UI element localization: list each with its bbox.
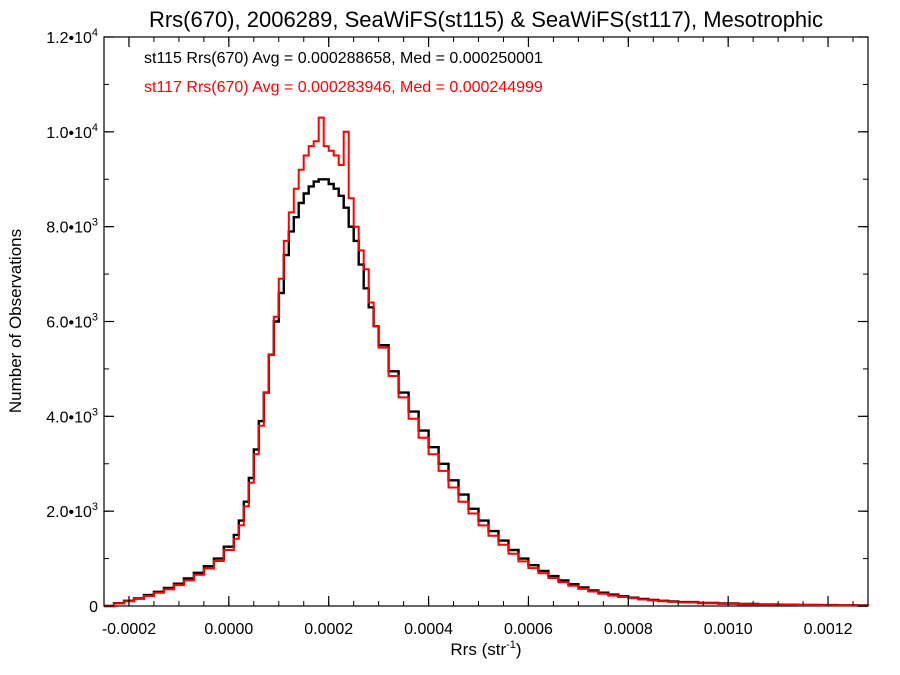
- y-tick-label-4: 8.0•103: [46, 217, 98, 237]
- y-tick-mantissa-0: 0: [89, 599, 98, 616]
- y-tick-mantissa-1: 2.0•10: [46, 504, 92, 521]
- y-tick-mantissa-5: 1.0•10: [46, 125, 92, 142]
- y-tick-mantissa-6: 1.2•10: [46, 30, 92, 47]
- annotation-0: st115 Rrs(670) Avg = 0.000288658, Med = …: [144, 50, 543, 67]
- y-tick-exponent-4: 3: [92, 217, 98, 229]
- x-tick-label-0: -0.0002: [102, 621, 156, 638]
- chart-title: Rrs(670), 2006289, SeaWiFS(st115) & SeaW…: [149, 7, 823, 32]
- y-axis-ticks: 02.0•1034.0•1036.0•1038.0•1031.0•1041.2•…: [46, 27, 868, 616]
- series-layer: [104, 116, 870, 608]
- x-tick-label-1: 0.0000: [204, 621, 253, 638]
- y-tick-mantissa-3: 6.0•10: [46, 315, 92, 332]
- plot-area: -0.0002 0.0000 0.0002 0.0004 0.0006 0.0008 0.0…: [46, 27, 870, 638]
- y-tick-exponent-3: 3: [92, 312, 98, 324]
- y-tick-label-3: 6.0•103: [46, 312, 98, 332]
- y-tick-label-2: 4.0•103: [46, 406, 98, 426]
- x-axis-label-main: Rrs (str: [450, 640, 506, 659]
- y-tick-exponent-6: 4: [92, 27, 98, 39]
- x-tick-label-7: 0.0012: [804, 621, 853, 638]
- y-tick-label-5: 1.0•104: [46, 122, 98, 142]
- x-tick-label-3: 0.0004: [404, 621, 453, 638]
- y-tick-exponent-5: 4: [92, 122, 98, 134]
- annotation-1: st117 Rrs(670) Avg = 0.000283946, Med = …: [144, 79, 543, 96]
- legend-annotations: st115 Rrs(670) Avg = 0.000288658, Med = …: [144, 50, 543, 96]
- x-axis-label-close: ): [516, 640, 522, 659]
- y-tick-mantissa-2: 4.0•10: [46, 409, 92, 426]
- x-tick-label-5: 0.0008: [604, 621, 653, 638]
- y-tick-mantissa-4: 8.0•10: [46, 220, 92, 237]
- x-axis-ticks: -0.0002 0.0000 0.0002 0.0004 0.0006 0.0008 0.0…: [102, 37, 854, 638]
- series-line-0: [104, 178, 870, 608]
- y-tick-label-0: 0: [89, 599, 98, 616]
- x-axis-label-superscript: -1: [506, 639, 516, 651]
- x-tick-label-4: 0.0006: [504, 621, 553, 638]
- series-line-1: [104, 116, 869, 607]
- x-tick-label-6: 0.0010: [704, 621, 753, 638]
- y-tick-label-1: 2.0•103: [46, 501, 98, 521]
- y-tick-exponent-1: 3: [92, 501, 98, 513]
- x-axis-label: Rrs (str-1): [450, 639, 521, 659]
- x-tick-label-2: 0.0002: [304, 621, 353, 638]
- y-tick-label-6: 1.2•104: [46, 27, 98, 47]
- y-tick-exponent-2: 3: [92, 406, 98, 418]
- y-axis-label: Number of Observations: [6, 229, 25, 413]
